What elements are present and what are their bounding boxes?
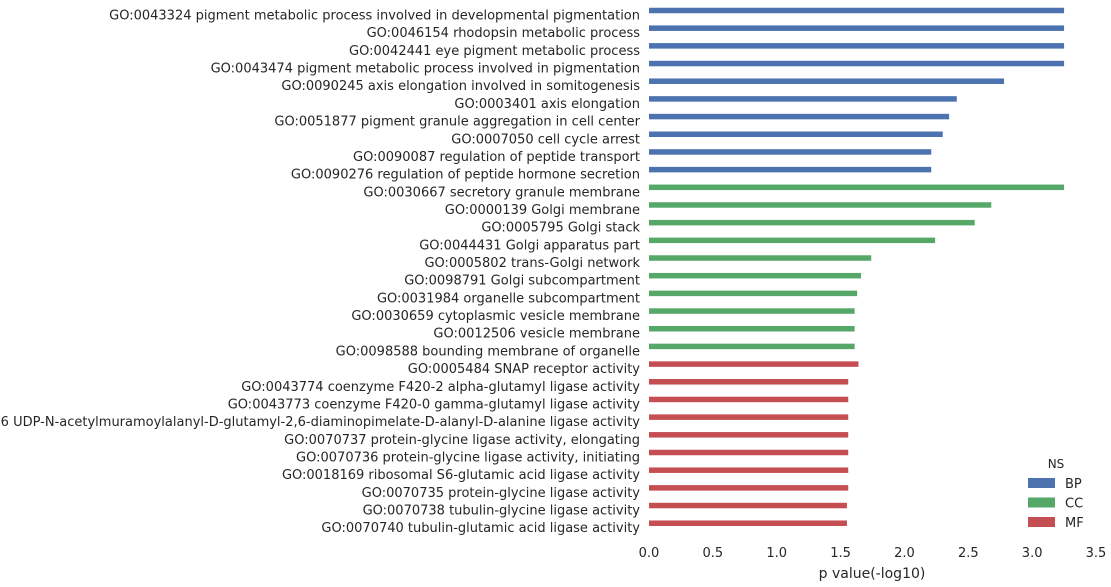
bar-bp bbox=[649, 166, 932, 173]
bar-bp bbox=[649, 43, 1065, 49]
bar-bp bbox=[649, 78, 1005, 84]
category-label: GO:0043324 pigment metabolic process inv… bbox=[109, 9, 640, 24]
legend-label-bp: BP bbox=[1065, 477, 1082, 492]
category-label: GO:0000139 Golgi membrane bbox=[445, 203, 640, 218]
bar-cc bbox=[649, 325, 855, 332]
category-label: GO:0090087 regulation of peptide transpo… bbox=[353, 150, 640, 165]
bar-cc bbox=[649, 255, 872, 261]
category-label: GO:0030667 secretory granule membrane bbox=[363, 185, 640, 200]
category-label: GO:0070736 protein-glycine ligase activi… bbox=[296, 451, 640, 466]
bar-cc bbox=[649, 219, 975, 226]
bar-cc bbox=[649, 343, 855, 350]
category-label: GO:0051877 pigment granule aggregation i… bbox=[274, 115, 640, 130]
legend-swatch-bp bbox=[1028, 478, 1055, 488]
category-label: GO:0098791 Golgi subcompartment bbox=[404, 274, 640, 289]
category-label: GO:0003401 axis elongation bbox=[454, 97, 640, 112]
category-label: GO:0007050 cell cycle arrest bbox=[451, 132, 640, 147]
x-tick-label: 1.5 bbox=[830, 546, 851, 561]
x-tick-label: 2.0 bbox=[894, 546, 915, 561]
x-tick-label: 2.5 bbox=[958, 546, 979, 561]
category-label: GO:0070737 protein-glycine ligase activi… bbox=[284, 433, 640, 448]
category-label: GO:0044431 Golgi apparatus part bbox=[419, 238, 640, 253]
bar-bp bbox=[649, 113, 950, 120]
category-label: GO:0012506 vesicle membrane bbox=[433, 327, 640, 342]
category-labels: GO:0043324 pigment metabolic process inv… bbox=[0, 9, 641, 537]
bar-mf bbox=[649, 361, 859, 367]
category-label: GO:0043774 coenzyme F420-2 alpha-glutamy… bbox=[241, 380, 640, 395]
category-label: GO:0030659 cytoplasmic vesicle membrane bbox=[351, 309, 640, 324]
x-axis-ticks: 0.0 0.5 1.0 1.5 2.0 2.5 3.0 3.5 bbox=[639, 546, 1107, 561]
legend-label-mf: MF bbox=[1065, 516, 1084, 531]
category-label: GO:0005484 SNAP receptor activity bbox=[408, 362, 641, 377]
category-label: GO:0046154 rhodopsin metabolic process bbox=[367, 26, 641, 41]
bar-mf bbox=[649, 520, 847, 526]
x-tick-label: 3.5 bbox=[1086, 546, 1107, 561]
category-label: GO:0042441 eye pigment metabolic process bbox=[349, 44, 640, 59]
legend-entries: BP CC MF bbox=[1028, 477, 1084, 531]
category-label: GO:0043474 pigment metabolic process inv… bbox=[211, 62, 640, 77]
category-label: GO:0043773 coenzyme F420-0 gamma-glutamy… bbox=[228, 397, 641, 412]
category-label: GO:0090276 regulation of peptide hormone… bbox=[291, 168, 640, 183]
category-label: GO:0005802 trans-Golgi network bbox=[424, 256, 640, 271]
bars-layer bbox=[649, 7, 1065, 526]
category-label: GO:0070735 protein-glycine ligase activi… bbox=[362, 486, 641, 501]
bar-mf bbox=[649, 396, 849, 403]
bar-mf bbox=[649, 502, 847, 509]
bar-bp bbox=[649, 60, 1065, 67]
bar-mf bbox=[649, 449, 849, 456]
category-label: GO:0090245 axis elongation involved in s… bbox=[281, 79, 640, 94]
x-tick-label: 0.5 bbox=[703, 546, 724, 561]
bar-mf bbox=[649, 432, 849, 438]
legend-label-cc: CC bbox=[1065, 497, 1083, 512]
bar-bp bbox=[649, 131, 943, 138]
bar-bp bbox=[649, 149, 932, 155]
bar-bp bbox=[649, 7, 1065, 14]
legend-swatch-cc bbox=[1028, 497, 1055, 508]
x-axis-label: p value(-log10) bbox=[819, 566, 926, 582]
category-label: GO:0098588 bounding membrane of organell… bbox=[336, 344, 640, 359]
category-label: GO:0070740 tubulin-glutamic acid ligase … bbox=[321, 521, 640, 536]
bar-cc bbox=[649, 202, 992, 208]
x-tick-label: 3.0 bbox=[1022, 546, 1043, 561]
category-label: GO:0008766 UDP-N-acetylmuramoylalanyl-D-… bbox=[0, 415, 640, 430]
category-label: GO:0018169 ribosomal S6-glutamic acid li… bbox=[282, 468, 640, 483]
legend-swatch-mf bbox=[1028, 517, 1055, 527]
bar-cc bbox=[649, 237, 936, 244]
bar-mf bbox=[649, 467, 849, 473]
x-tick-label: 0.0 bbox=[639, 546, 660, 561]
bar-cc bbox=[649, 184, 1065, 191]
bar-bp bbox=[649, 96, 957, 102]
bar-cc bbox=[649, 290, 858, 297]
legend: NS BP CC MF bbox=[1028, 457, 1084, 531]
bar-bp bbox=[649, 25, 1065, 31]
bar-mf bbox=[649, 379, 849, 385]
bar-mf bbox=[649, 414, 849, 420]
bar-mf bbox=[649, 485, 849, 491]
category-label: GO:0070738 tubulin-glycine ligase activi… bbox=[363, 504, 641, 519]
x-tick-label: 1.0 bbox=[766, 546, 787, 561]
bar-cc bbox=[649, 308, 855, 314]
legend-title: NS bbox=[1048, 457, 1065, 471]
bar-cc bbox=[649, 272, 862, 279]
category-label: GO:0005795 Golgi stack bbox=[481, 221, 640, 236]
category-label: GO:0031984 organelle subcompartment bbox=[377, 291, 640, 306]
